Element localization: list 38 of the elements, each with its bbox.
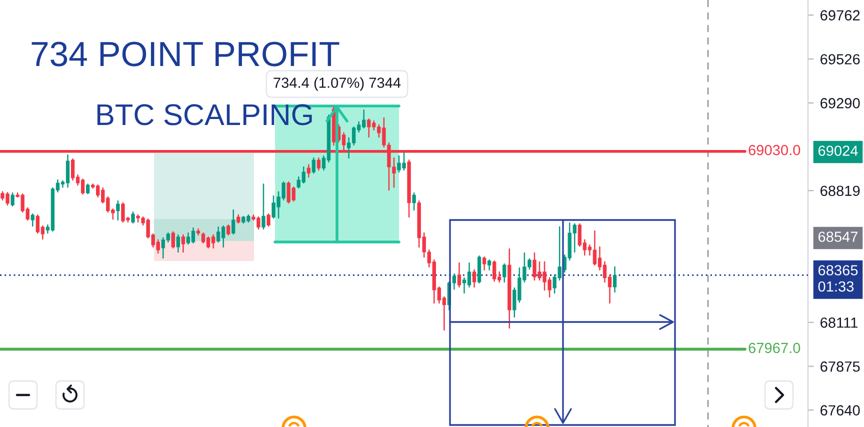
candlestick <box>487 259 492 271</box>
candlestick <box>412 192 416 211</box>
candlestick <box>176 234 180 253</box>
ref-line-label: 69030.0 <box>748 144 800 156</box>
candlestick <box>116 200 120 221</box>
candlestick <box>181 234 186 253</box>
y-tick-label: 68819 <box>820 186 860 196</box>
y-tick-label: 68111 <box>820 317 858 328</box>
text: 68547 <box>818 232 858 242</box>
candlestick <box>171 231 175 249</box>
candlestick <box>10 192 14 206</box>
candlestick <box>232 209 236 235</box>
candlestick <box>482 256 486 271</box>
text: 734 POINT PROFIT <box>32 42 340 66</box>
annotation: 734.4 (1.07%) 7344 <box>274 77 401 91</box>
ref-line-label: 68365 01:33 <box>818 265 858 292</box>
text: BTC SCALPING <box>97 104 312 126</box>
candlestick <box>131 211 135 224</box>
y-tick-label: 67875 <box>820 361 860 372</box>
candlestick <box>457 262 462 288</box>
y-tick-label: 69290 <box>820 98 860 108</box>
candlestick <box>312 157 316 174</box>
y-tick-label: 69526 <box>820 54 860 64</box>
ref-line-label: 67967.0 <box>748 342 800 354</box>
candlestick <box>86 183 90 194</box>
candlestick <box>316 157 321 171</box>
candlestick <box>306 164 310 178</box>
y-tick-label: 67640 <box>820 405 860 416</box>
candlestick <box>472 269 476 288</box>
candlestick <box>266 213 270 227</box>
text: 69024 <box>818 146 858 156</box>
candlestick <box>452 273 456 290</box>
y-tick-label: 69762 <box>820 10 860 21</box>
candlestick <box>502 263 506 283</box>
candlestick <box>226 224 230 236</box>
candlestick <box>612 266 617 293</box>
candlestick <box>262 183 266 230</box>
candlestick <box>30 213 34 227</box>
